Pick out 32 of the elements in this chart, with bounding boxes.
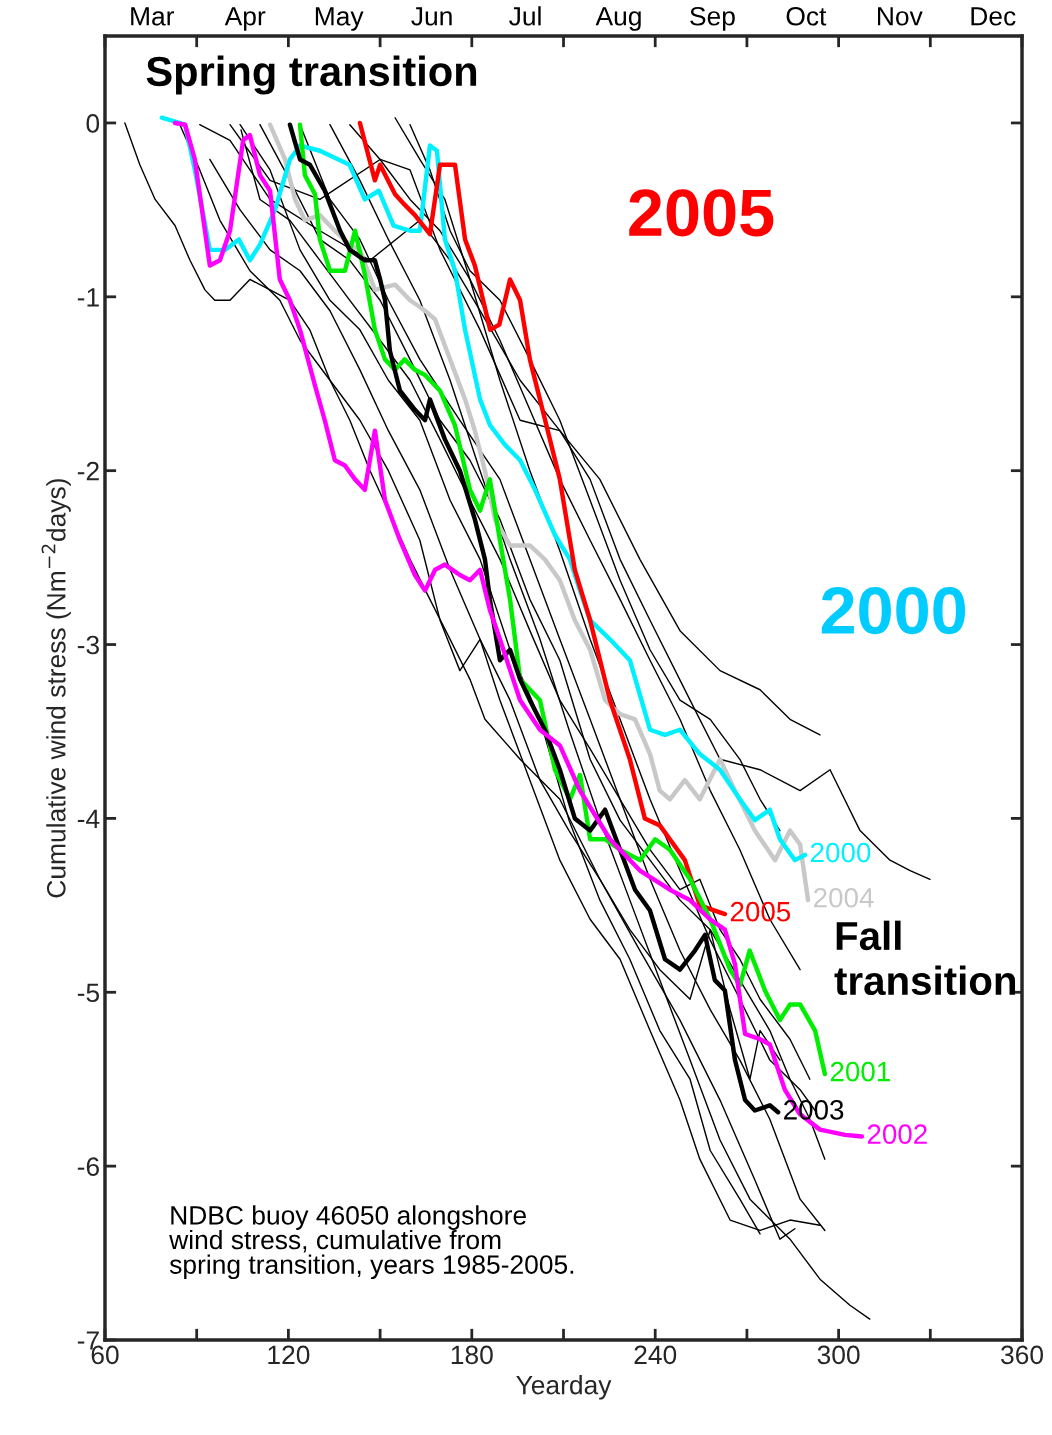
x-tick-label: 240 [634, 1345, 677, 1365]
text: Dec [971, 7, 1016, 26]
x-axis-title: Yearday [516, 1375, 612, 1400]
annotation: Spring transition [146, 55, 477, 95]
y-tick-label: -2 [77, 461, 99, 481]
text: Sep [690, 6, 735, 31]
annotation: Fall transition [834, 920, 1016, 996]
annotation: 2005 [629, 189, 774, 237]
x-tick-label: 180 [451, 1345, 493, 1365]
text: Mar [131, 7, 175, 26]
series-label: 2002 [867, 1124, 927, 1145]
annotation: NDBC buoy 46050 alongshore wind stress, cumulative from spring transition, years 1985-2005. [169, 1205, 574, 1280]
x-tick-label: 120 [268, 1345, 310, 1365]
y-axis-title: Cumulative wind stress (Nm$^{−2}$days) [41, 479, 71, 898]
text: Apr [224, 7, 266, 31]
x-tick-label: 360 [1001, 1345, 1043, 1365]
y-tick-label: -6 [77, 1157, 99, 1176]
y-tick-label: -3 [77, 635, 99, 655]
y-tick-label: -5 [77, 983, 100, 1003]
text: Nov [878, 7, 923, 26]
y-tick-label: -1 [77, 288, 99, 307]
y-tick-label: 0 [86, 114, 100, 133]
x-tick-label: 300 [817, 1345, 860, 1365]
series-label: 2001 [830, 1061, 890, 1082]
series-label: 2000 [810, 842, 871, 863]
text: Jul [509, 6, 541, 26]
annotation: 2000 [821, 586, 966, 635]
text: May [315, 7, 364, 31]
text: Jun [411, 7, 452, 26]
text: Aug [595, 7, 641, 31]
y-tick-label: -4 [77, 809, 100, 828]
text: Oct [786, 6, 827, 26]
